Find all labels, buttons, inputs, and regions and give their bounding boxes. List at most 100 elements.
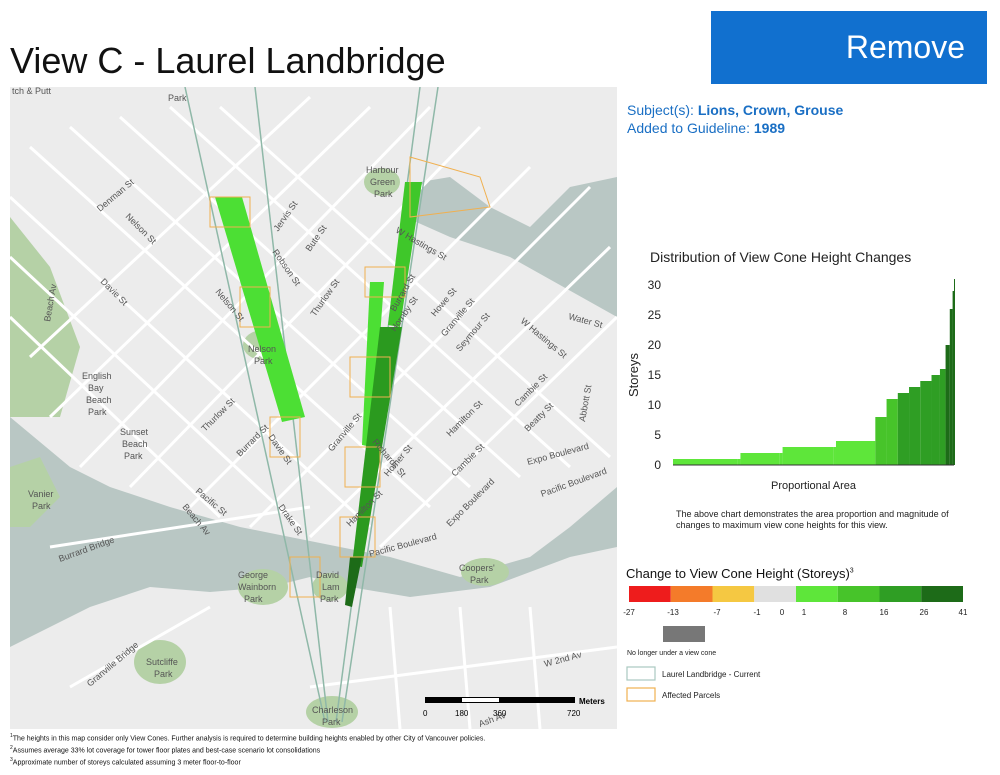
y-tick-label: 25: [648, 308, 662, 322]
park-david-lam: [312, 573, 348, 601]
map-label: Park: [320, 594, 339, 604]
map-label: Park: [154, 669, 173, 679]
chart-bar: [779, 453, 783, 465]
scale-tick: 0: [423, 709, 428, 718]
y-tick-label: 0: [654, 458, 661, 472]
x-axis-label: Proportional Area: [771, 480, 857, 492]
map-label: Sutcliffe: [146, 657, 178, 667]
chart-bar: [740, 453, 780, 465]
legend-color-swatch: [712, 586, 755, 602]
no-longer-label: No longer under a view cone: [627, 650, 716, 657]
chart-bar: [782, 447, 834, 465]
legend-title: Change to View Cone Height (Storeys)3: [626, 566, 854, 581]
map-label: Sunset: [120, 427, 149, 437]
map-label: George: [238, 570, 268, 580]
current-swatch: [626, 666, 656, 681]
footnotes: 1The heights in this map consider only V…: [10, 732, 485, 767]
map-label: Wainborn: [238, 582, 276, 592]
map-label: Park: [322, 717, 341, 727]
scale-tick: 720: [567, 709, 581, 718]
map-label: English: [82, 371, 112, 381]
chart-bar: [673, 459, 738, 465]
chart-bar: [952, 291, 954, 465]
subjects-label: Subject(s):: [627, 102, 694, 118]
height-legend: -27 -13 -7 -1 0 1 8 16 26 41 No longer under a vie…: [623, 586, 968, 702]
map-label: Park: [374, 189, 393, 199]
view-cone-map[interactable]: tch & Putt Park Harbour Green Park Denma…: [10, 87, 617, 729]
current-label: Laurel Landbridge - Current: [662, 670, 761, 679]
affected-parcels: [209, 156, 491, 598]
chart-bar: [909, 387, 921, 465]
y-tick-label: 15: [648, 368, 662, 382]
footnote: 3Approximate number of storeys calculate…: [10, 756, 241, 766]
legend-color-swatch: [670, 586, 713, 602]
chart-bar: [875, 417, 887, 465]
map-label: Vanier: [28, 489, 53, 499]
map-label: Charleson: [312, 705, 353, 715]
legend-tick: -7: [713, 608, 721, 617]
legend-tick: -27: [623, 608, 635, 617]
remove-button[interactable]: Remove: [711, 11, 987, 84]
legend-tick: -13: [667, 608, 679, 617]
scale-tick: 180: [455, 709, 469, 718]
footnote: 2Assumes average 33% lot coverage for to…: [10, 744, 321, 755]
added-line: Added to Guideline: 1989: [627, 119, 843, 137]
page-title: View C - Laurel Landbridge: [10, 40, 446, 81]
park-sutcliffe: [134, 640, 186, 684]
chart-bar: [920, 381, 932, 465]
map-label: Park: [124, 451, 143, 461]
map-label: Park: [32, 501, 51, 511]
map-label: Park: [254, 356, 273, 366]
y-tick-label: 30: [648, 278, 662, 292]
no-longer-swatch: [663, 626, 705, 642]
chart-note: The above chart demonstrates the area pr…: [676, 509, 949, 530]
view-cone-area-east-bottom: [345, 557, 362, 607]
footnote: 1The heights in this map consider only V…: [10, 733, 486, 743]
map-label: Beach: [122, 439, 148, 449]
map-label: Beach: [86, 395, 112, 405]
park-coopers: [461, 558, 509, 586]
chart-bar: [737, 459, 741, 465]
map-label: Lam: [322, 582, 340, 592]
legend-color-swatch: [837, 586, 880, 602]
legend-color-swatch: [921, 586, 963, 602]
added-label: Added to Guideline:: [627, 120, 750, 136]
chart-bar: [931, 375, 940, 465]
map-canvas: tch & Putt Park Harbour Green Park Denma…: [10, 87, 617, 729]
legend-tick: 1: [802, 608, 807, 617]
map-label: Coopers': [459, 563, 495, 573]
legend-tick: 8: [843, 608, 848, 617]
chart-bar: [833, 447, 836, 465]
chart-bar: [897, 393, 910, 465]
map-label: Park: [168, 93, 187, 103]
chart-bar: [939, 369, 946, 465]
map-label: David: [316, 570, 339, 580]
scale-unit: Meters: [579, 697, 605, 706]
scale-tick: 360: [493, 709, 507, 718]
height-change-chart: 0 5 10 15 20 25 30 Storeys Proportional Area: [626, 278, 955, 492]
legend-color-swatch: [629, 586, 671, 602]
map-label: Bay: [88, 383, 104, 393]
map-label: Park: [244, 594, 263, 604]
affected-label: Affected Parcels: [662, 691, 720, 700]
chart-bar: [954, 279, 955, 465]
map-label: Park: [470, 575, 489, 585]
subjects-value: Lions, Crown, Grouse: [697, 102, 844, 118]
park-harbour-green: [364, 168, 400, 196]
map-label: tch & Putt: [12, 87, 52, 96]
view-cone-area-west: [215, 197, 305, 422]
chart-bar: [835, 441, 873, 465]
legend-tick: -1: [753, 608, 761, 617]
legend-tick: 16: [880, 608, 889, 617]
map-label: Green: [370, 177, 395, 187]
chart-bar: [886, 399, 898, 465]
legend-color-swatch: [879, 586, 922, 602]
affected-swatch: [626, 687, 656, 702]
legend-title-text: Change to View Cone Height (Storeys): [626, 566, 850, 581]
subjects-line: Subject(s): Lions, Crown, Grouse: [627, 101, 843, 119]
chart-bar: [949, 309, 953, 465]
y-tick-label: 5: [654, 428, 661, 442]
legend-tick: 26: [920, 608, 929, 617]
chart-bar: [872, 441, 876, 465]
added-value: 1989: [753, 120, 786, 136]
